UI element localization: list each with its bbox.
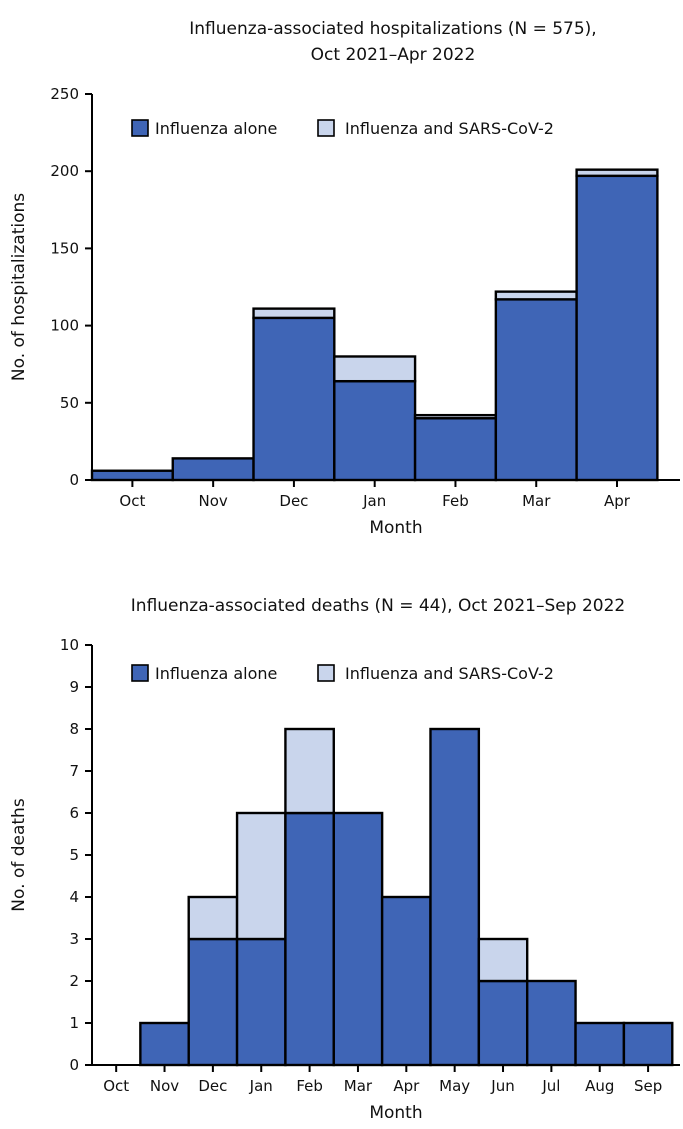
x-tick-label: Apr <box>604 492 631 510</box>
y-axis-title: No. of deaths <box>9 798 29 912</box>
bar-may-influenza-alone <box>429 727 481 1067</box>
bar-feb-influenza-sars-cov-2 <box>284 727 335 815</box>
chart-2: Influenza-associated deaths (N = 44), Oc… <box>9 596 680 1123</box>
bar-jan-influenza-sars-cov-2 <box>235 811 287 941</box>
x-tick-label: Jan <box>362 492 386 510</box>
bar-feb-influenza-alone <box>284 811 335 1067</box>
legend-label: Influenza and SARS-CoV-2 <box>345 664 554 683</box>
x-tick-label: Mar <box>344 1077 373 1095</box>
x-axis-title: Month <box>369 518 422 538</box>
chart-title: Oct 2021–Apr 2022 <box>311 45 476 65</box>
bar-apr-influenza-alone <box>380 895 432 1067</box>
bar-jul-influenza-alone <box>525 979 577 1067</box>
y-tick-label: 1 <box>69 1014 79 1032</box>
y-axis-title: No. of hospitalizations <box>9 193 29 381</box>
bar-apr-influenza-sars-cov-2 <box>575 168 659 178</box>
y-tick-label: 0 <box>69 471 79 489</box>
y-tick-label: 100 <box>50 317 79 335</box>
x-tick-label: Jul <box>541 1077 560 1095</box>
x-tick-label: Nov <box>199 492 228 510</box>
bar-sep-influenza-alone <box>622 1021 674 1067</box>
chart-1: Influenza-associated hospitalizations (N… <box>9 19 680 538</box>
legend-swatch-influenza-alone <box>131 119 149 137</box>
legend-swatch-influenza-sars-cov-2 <box>317 664 335 682</box>
bar-feb-influenza-alone <box>413 417 498 482</box>
bar-nov-influenza-alone <box>139 1021 190 1067</box>
bar-jan-influenza-alone <box>333 379 417 482</box>
bar-dec-influenza-sars-cov-2 <box>187 895 239 941</box>
y-tick-label: 200 <box>50 162 79 180</box>
x-tick-label: Dec <box>198 1077 227 1095</box>
bar-jun-influenza-alone <box>477 979 529 1067</box>
x-tick-label: Dec <box>279 492 308 510</box>
legend-label: Influenza and SARS-CoV-2 <box>345 119 554 138</box>
bar-aug-influenza-alone <box>574 1021 626 1067</box>
y-tick-label: 150 <box>50 239 79 257</box>
bar-apr-influenza-alone <box>575 174 659 482</box>
x-tick-label: Feb <box>442 492 469 510</box>
x-tick-label: Aug <box>585 1077 614 1095</box>
y-tick-label: 9 <box>69 678 79 696</box>
x-tick-label: Oct <box>119 492 145 510</box>
bar-dec-influenza-sars-cov-2 <box>252 307 336 320</box>
bar-mar-influenza-alone <box>494 298 578 482</box>
x-tick-label: Oct <box>103 1077 129 1095</box>
legend-label: Influenza alone <box>155 664 277 683</box>
x-axis-title: Month <box>369 1103 422 1123</box>
bar-feb-influenza-sars-cov-2 <box>413 413 498 420</box>
legend-label: Influenza alone <box>155 119 277 138</box>
y-tick-label: 3 <box>69 930 79 948</box>
bar-dec-influenza-alone <box>252 316 336 482</box>
y-tick-label: 2 <box>69 972 79 990</box>
y-tick-label: 0 <box>69 1056 79 1074</box>
bar-oct-influenza-alone <box>90 469 174 482</box>
chart-title: Influenza-associated deaths (N = 44), Oc… <box>131 596 625 616</box>
x-tick-label: Sep <box>634 1077 662 1095</box>
y-tick-label: 250 <box>50 85 79 103</box>
x-tick-label: Jun <box>490 1077 514 1095</box>
x-tick-label: May <box>439 1077 470 1095</box>
bar-jun-influenza-sars-cov-2 <box>477 937 529 983</box>
legend-swatch-influenza-sars-cov-2 <box>317 119 335 137</box>
y-tick-label: 5 <box>69 846 79 864</box>
x-tick-label: Mar <box>522 492 551 510</box>
legend-swatch-influenza-alone <box>131 664 149 682</box>
x-tick-label: Jan <box>249 1077 273 1095</box>
bar-mar-influenza-alone <box>332 811 384 1067</box>
x-tick-label: Nov <box>150 1077 179 1095</box>
bar-mar-influenza-sars-cov-2 <box>494 290 578 301</box>
y-tick-label: 50 <box>60 394 79 412</box>
x-tick-label: Apr <box>393 1077 420 1095</box>
bar-jan-influenza-alone <box>235 937 287 1067</box>
bar-nov-influenza-alone <box>171 457 255 482</box>
x-tick-label: Feb <box>296 1077 323 1095</box>
y-tick-label: 7 <box>69 762 79 780</box>
y-tick-label: 4 <box>69 888 79 906</box>
bar-dec-influenza-alone <box>187 937 239 1067</box>
chart-title: Influenza-associated hospitalizations (N… <box>189 19 596 39</box>
y-tick-label: 6 <box>69 804 79 822</box>
y-tick-label: 8 <box>69 720 79 738</box>
bar-jan-influenza-sars-cov-2 <box>333 355 417 383</box>
y-tick-label: 10 <box>60 636 79 654</box>
